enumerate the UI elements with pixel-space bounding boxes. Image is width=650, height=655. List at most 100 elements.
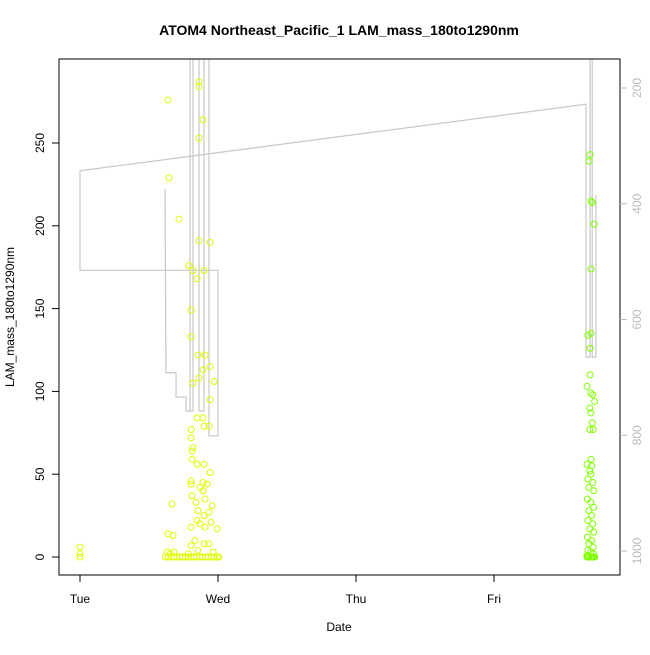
- data-point: [201, 523, 209, 531]
- data-point: [200, 540, 208, 548]
- data-point: [187, 523, 195, 531]
- data-point: [201, 351, 209, 359]
- data-point: [187, 477, 195, 485]
- scatter-points: [76, 78, 599, 561]
- data-point: [588, 553, 596, 561]
- data-point: [195, 83, 203, 91]
- data-point: [588, 419, 596, 427]
- data-point: [199, 116, 207, 124]
- data-point: [589, 478, 597, 486]
- data-point: [168, 500, 176, 508]
- x-tick-label: Wed: [206, 592, 230, 606]
- data-point: [585, 483, 593, 491]
- data-point: [200, 422, 208, 430]
- data-point: [585, 157, 593, 165]
- data-point: [194, 507, 202, 515]
- data-point: [76, 543, 84, 551]
- x-axis-label: Date: [326, 620, 352, 634]
- data-point: [189, 267, 197, 275]
- data-point: [590, 503, 598, 511]
- data-point: [210, 377, 218, 385]
- right-y-tick-label: 600: [630, 309, 644, 329]
- data-point: [207, 518, 215, 526]
- data-point: [586, 404, 594, 412]
- data-point: [199, 487, 207, 495]
- y-tick-label: 0: [33, 553, 47, 560]
- data-point: [587, 455, 595, 463]
- data-point: [213, 553, 221, 561]
- data-point: [205, 422, 213, 430]
- data-point: [191, 536, 199, 544]
- data-point: [587, 197, 595, 205]
- data-point: [583, 533, 591, 541]
- data-point: [590, 528, 598, 536]
- data-point: [590, 553, 598, 561]
- data-point: [175, 215, 183, 223]
- data-point: [584, 475, 592, 483]
- data-point: [194, 546, 202, 554]
- data-point: [206, 238, 214, 246]
- data-point: [200, 460, 208, 468]
- data-point: [585, 540, 593, 548]
- data-point: [205, 508, 213, 516]
- data-point: [586, 525, 594, 533]
- data-point: [583, 382, 591, 390]
- data-point: [587, 265, 595, 273]
- y-tick-label: 200: [33, 215, 47, 235]
- data-point: [588, 199, 596, 207]
- data-point: [589, 425, 597, 433]
- line-series: [79, 59, 597, 437]
- data-point: [589, 391, 597, 399]
- data-point: [196, 520, 204, 528]
- right-y-tick-label: 400: [630, 193, 644, 213]
- data-point: [187, 434, 195, 442]
- data-point: [169, 531, 177, 539]
- y-tick-label: 150: [33, 298, 47, 318]
- data-point: [200, 267, 208, 275]
- data-point: [588, 512, 596, 520]
- data-point: [210, 553, 218, 561]
- data-point: [193, 275, 201, 283]
- data-point: [586, 425, 594, 433]
- data-point: [189, 379, 197, 387]
- data-point: [195, 134, 203, 142]
- data-point: [187, 541, 195, 549]
- data-point: [195, 374, 203, 382]
- data-point: [76, 553, 84, 561]
- data-point: [590, 487, 598, 495]
- data-point: [189, 444, 197, 452]
- data-point: [193, 414, 201, 422]
- data-point: [193, 460, 201, 468]
- axes: Tue Wed Thu Fri 0 50 100 150 200 250 200 400 600 800 1…: [33, 78, 644, 606]
- data-point: [208, 502, 216, 510]
- data-point: [185, 262, 193, 270]
- pressure-line-1: [79, 59, 219, 437]
- data-point: [187, 306, 195, 314]
- pressure-line-2: [164, 188, 191, 412]
- data-point: [587, 329, 595, 337]
- data-point: [206, 469, 214, 477]
- data-point: [587, 389, 595, 397]
- data-point: [586, 151, 594, 159]
- x-tick-label: Thu: [346, 592, 367, 606]
- pressure-line-0: [79, 59, 597, 358]
- data-point: [192, 498, 200, 506]
- data-point: [76, 550, 84, 558]
- data-point: [206, 363, 214, 371]
- y-tick-label: 100: [33, 381, 47, 401]
- data-point: [205, 540, 213, 548]
- y-axis-label: LAM_mass_180to1290nm: [3, 247, 17, 387]
- chart-title: ATOM4 Northeast_Pacific_1 LAM_mass_180to…: [159, 22, 519, 38]
- data-point: [199, 478, 207, 486]
- data-point: [194, 351, 202, 359]
- right-y-tick-label: 200: [630, 78, 644, 98]
- right-y-tick-label: 1000: [630, 537, 644, 564]
- y-tick-label: 50: [33, 467, 47, 481]
- y-tick-label: 250: [33, 133, 47, 153]
- data-point: [213, 525, 221, 533]
- data-point: [591, 397, 599, 405]
- data-point: [215, 553, 223, 561]
- data-point: [187, 333, 195, 341]
- data-point: [165, 174, 173, 182]
